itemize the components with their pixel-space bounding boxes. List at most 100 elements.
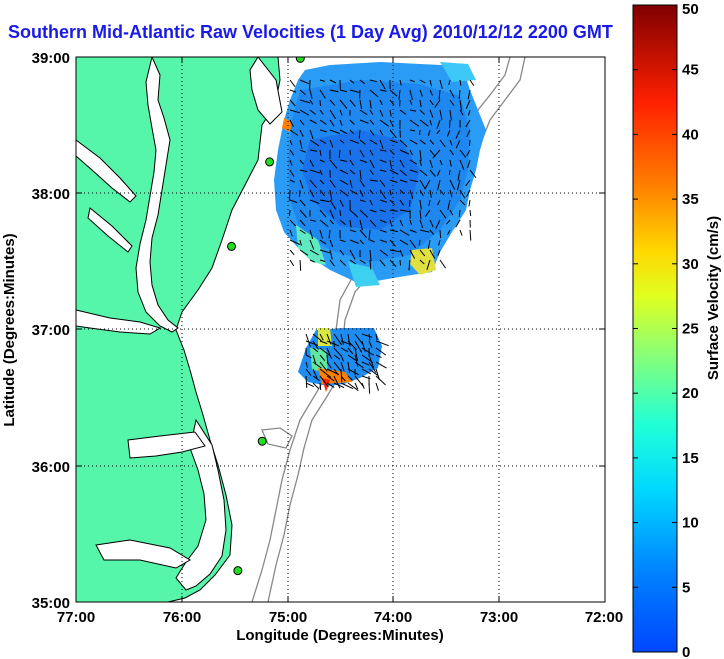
velocity-vector [409,169,418,173]
velocity-vector [319,109,324,115]
velocity-vector [419,209,422,220]
velocity-vector [329,109,337,120]
velocity-vector [369,129,375,136]
velocity-vector [339,239,346,243]
y-tick-label: 36:00 [32,459,70,476]
velocity-vector [339,89,348,93]
velocity-vector [299,219,306,227]
velocity-vector [434,99,441,108]
velocity-vector [455,139,461,149]
velocity-vector [288,189,291,201]
velocity-vector [459,79,462,86]
velocity-vector [409,249,416,259]
velocity-vector [309,129,314,140]
velocity-vector [419,199,422,210]
velocity-vector [369,109,374,115]
velocity-vector [361,382,365,389]
velocity-vector [359,219,363,231]
velocity-vector [299,199,306,207]
velocity-vector [409,229,417,233]
velocity-vector [319,368,332,378]
velocity-vector [379,79,386,90]
velocity-vector [455,129,461,139]
velocity-vector [409,139,418,145]
colorbar-ticks [633,4,677,653]
velocity-vector [299,129,304,137]
velocity-vector [399,249,404,257]
velocity-vector [419,229,430,233]
velocity-vector [369,89,379,98]
velocity-vector [389,229,398,233]
colorbar-tick-label: 25 [682,321,699,338]
velocity-vector [309,139,320,147]
velocity-vector [309,99,314,105]
velocity-vector [329,179,336,188]
velocity-vector [309,159,315,167]
velocity-vector [319,159,325,163]
velocity-vector [361,368,372,375]
velocity-vector [349,229,357,233]
velocity-vector [309,249,319,256]
x-tick-label: 72:00 [585,609,623,626]
velocity-vector [329,249,333,260]
velocity-vector [399,169,408,177]
velocity-vector [319,375,329,388]
velocity-vector [409,239,417,249]
velocity-vector [429,89,433,96]
velocity-vector [379,239,388,243]
velocity-vector [389,179,398,183]
velocity-vector [349,119,355,125]
velocity-vector [319,340,328,345]
velocity-vector [326,340,340,347]
velocity-vectors [288,79,477,394]
velocity-vector [368,382,371,394]
velocity-vector [299,259,302,271]
velocity-vector [328,229,331,239]
velocity-vector [399,159,405,168]
velocity-vector [429,119,433,126]
velocity-vector [449,149,455,156]
velocity-vector [361,333,373,338]
x-tick-label: 74:00 [374,609,412,626]
velocity-vector [349,239,359,244]
velocity-vector [469,209,472,217]
velocity-vector [354,340,363,353]
velocity-vector [467,159,471,169]
velocity-vector [339,139,345,144]
velocity-vector [379,229,387,233]
velocity-vector [339,199,344,207]
velocity-vector [333,354,341,360]
velocity-vector [438,89,441,100]
velocity-vector [312,368,318,379]
velocity-vector [375,340,389,347]
velocity-vector [289,109,301,114]
velocity-vector [319,179,325,185]
velocity-vector [379,159,387,163]
velocity-vector [379,89,387,92]
velocity-vector [359,209,369,218]
velocity-vector [312,347,319,353]
velocity-vector [368,361,377,373]
velocity-vector [319,169,323,176]
velocity-vector [349,209,359,218]
colorbar-tick-label: 45 [682,62,699,79]
velocity-vector [437,199,441,206]
velocity-vector [466,129,471,138]
river-inlet-2 [76,139,137,203]
velocity-vector [379,149,387,152]
velocity-vector [339,119,343,126]
velocity-vector [289,229,293,237]
velocity-vector [333,361,342,372]
velocity-vector [333,333,343,346]
velocity-vector [427,129,431,136]
velocity-vector [379,129,384,136]
x-axis-label: Longitude (Degrees:Minutes) [236,627,444,644]
x-tick-label: 76:00 [163,609,201,626]
velocity-vector [309,89,313,99]
velocity-vector [439,189,445,196]
velocity-vector [319,229,323,239]
velocity-vector [309,169,321,174]
velocity-vector [339,219,347,226]
velocity-vector [319,333,324,341]
x-tick-label: 75:00 [269,609,307,626]
